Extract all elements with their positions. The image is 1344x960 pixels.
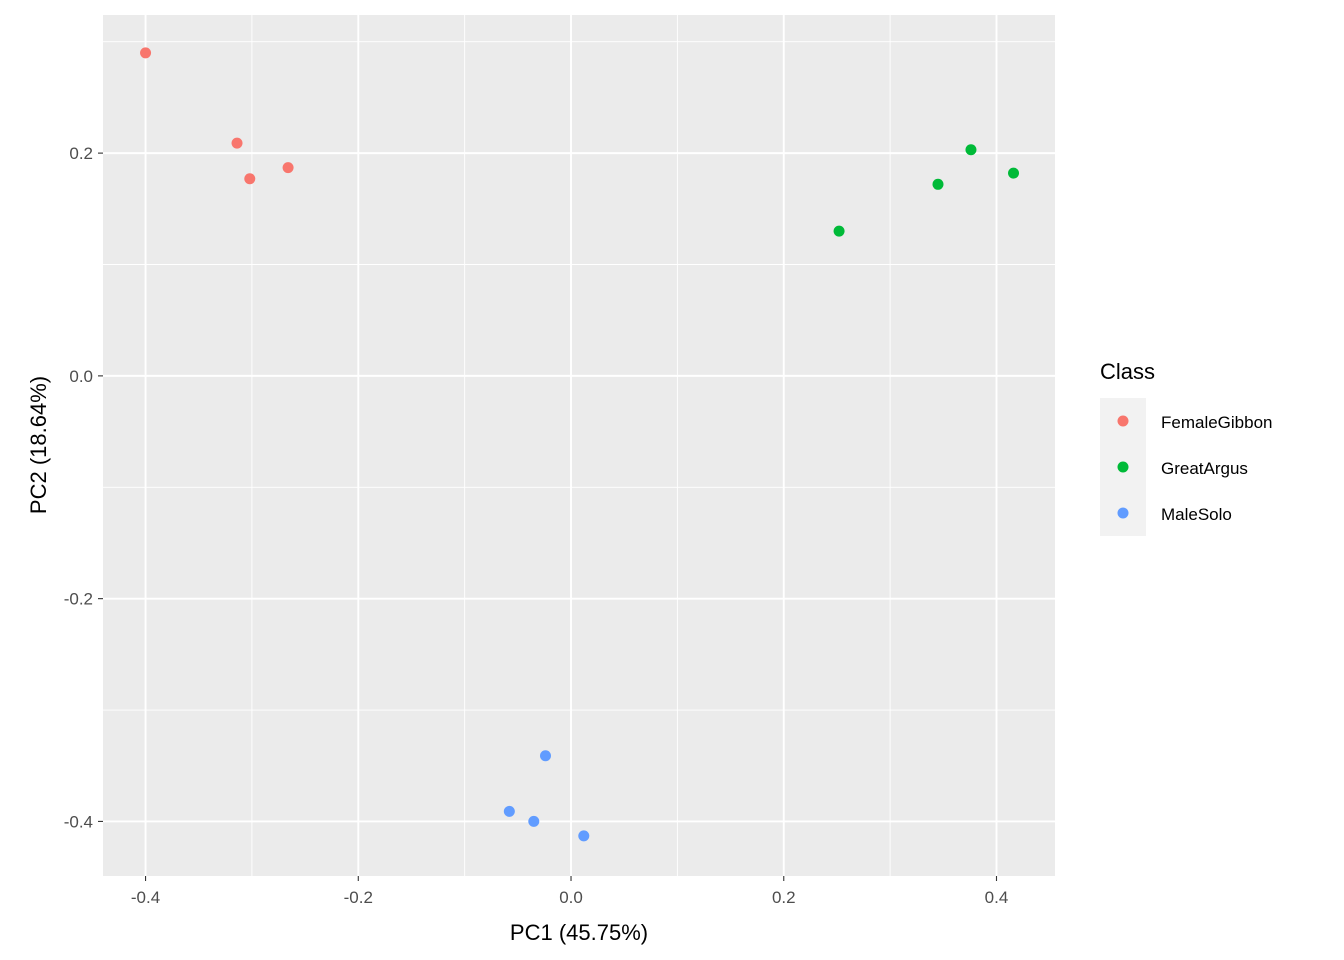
legend-key-greatargus [1117,461,1129,473]
data-point-malesolo [528,815,540,827]
y-tick-label: -0.2 [64,590,93,609]
data-point-femalegibbon [244,173,256,185]
data-point-greatargus [965,144,977,156]
grid [103,15,1055,876]
legend: Class FemaleGibbon GreatArgus MaleSolo [1100,359,1273,536]
data-point-greatargus [932,178,944,190]
y-tick-label: -0.4 [64,812,93,831]
legend-label: GreatArgus [1161,459,1248,478]
data-point-femalegibbon [282,162,294,174]
plot-panel [103,15,1055,876]
data-point-femalegibbon [140,47,152,59]
legend-title: Class [1100,359,1155,384]
x-tick-label: 0.0 [559,888,583,907]
y-tick-label: 0.2 [69,144,93,163]
x-tick-label: -0.2 [344,888,373,907]
x-axis-ticks: -0.4 -0.2 0.0 0.2 0.4 [131,876,1008,907]
y-axis-ticks: -0.4 -0.2 0.0 0.2 [64,144,103,831]
legend-key-malesolo [1117,507,1129,519]
x-tick-label: 0.2 [772,888,796,907]
data-point-malesolo [578,830,590,842]
y-axis-title: PC2 (18.64%) [26,376,51,514]
x-tick-label: -0.4 [131,888,160,907]
data-point-femalegibbon [231,137,243,149]
legend-label: FemaleGibbon [1161,413,1273,432]
legend-label: MaleSolo [1161,505,1232,524]
y-tick-label: 0.0 [69,367,93,386]
data-points [140,47,1020,842]
data-point-greatargus [1008,167,1020,179]
x-tick-label: 0.4 [985,888,1009,907]
data-point-malesolo [539,750,551,762]
x-axis-title: PC1 (45.75%) [510,920,648,945]
data-point-malesolo [503,805,515,817]
legend-key-femalegibbon [1117,415,1129,427]
data-point-greatargus [833,225,845,237]
